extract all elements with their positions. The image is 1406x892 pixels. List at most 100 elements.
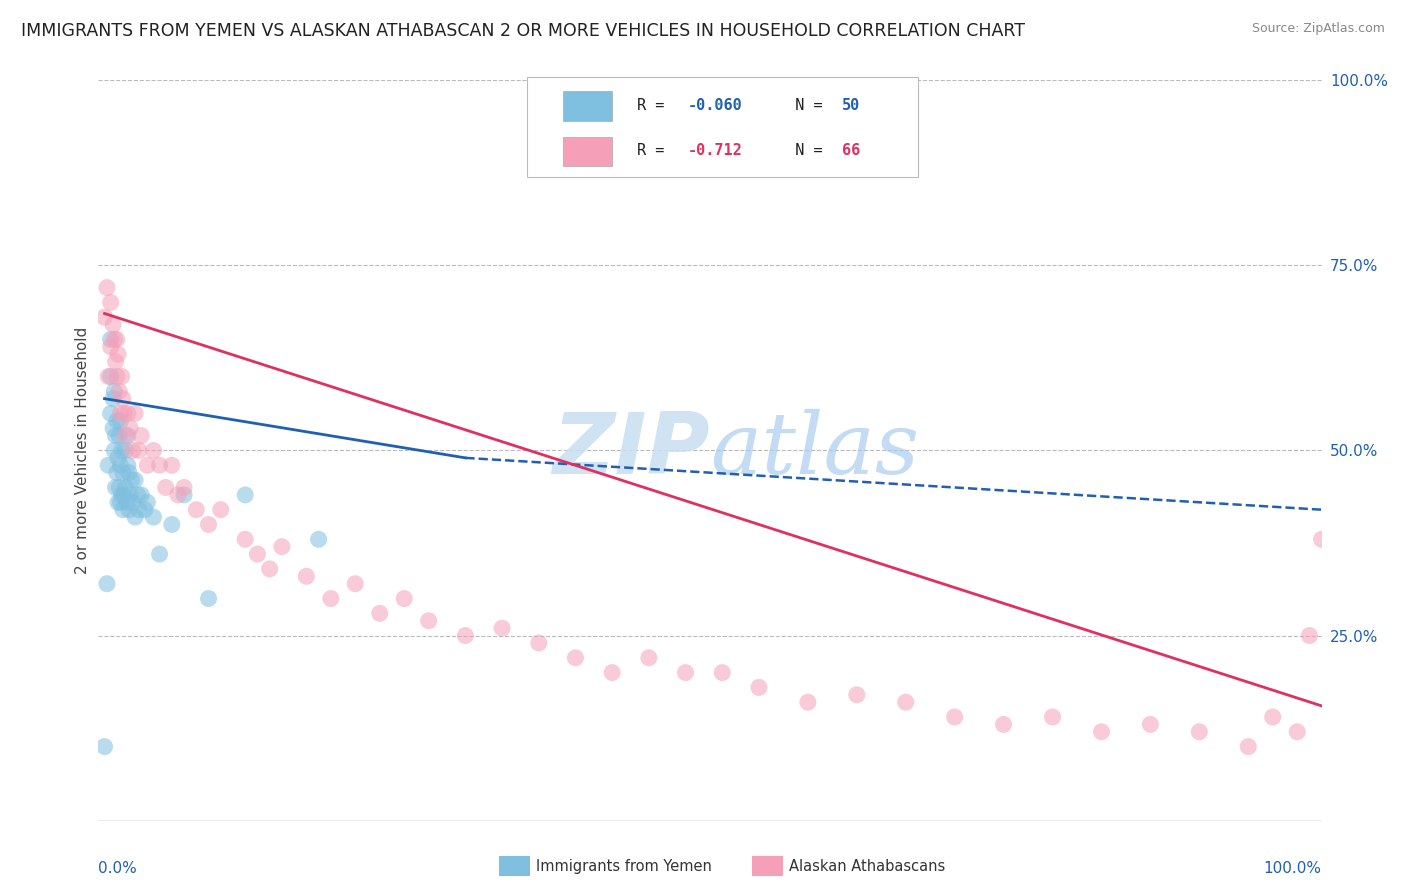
Y-axis label: 2 or more Vehicles in Household: 2 or more Vehicles in Household — [75, 326, 90, 574]
Point — [107, 495, 129, 509]
Point — [120, 488, 142, 502]
Text: 50: 50 — [842, 98, 860, 113]
Text: R =: R = — [637, 98, 673, 113]
Point — [121, 443, 143, 458]
Point — [1090, 724, 1112, 739]
Point — [149, 547, 172, 561]
Point — [142, 510, 165, 524]
Text: -0.060: -0.060 — [688, 98, 742, 113]
Point — [101, 318, 124, 332]
Point — [103, 384, 125, 399]
Point — [111, 369, 134, 384]
Point — [112, 407, 135, 421]
Point — [136, 458, 159, 473]
Point — [111, 502, 134, 516]
Point — [675, 665, 697, 680]
Point — [104, 428, 127, 442]
Point — [108, 384, 131, 399]
Point — [112, 488, 135, 502]
Text: Alaskan Athabascans: Alaskan Athabascans — [789, 859, 945, 873]
Point — [97, 458, 120, 473]
Text: 100.0%: 100.0% — [1264, 862, 1322, 876]
Text: Immigrants from Yemen: Immigrants from Yemen — [536, 859, 711, 873]
Point — [100, 369, 122, 384]
Point — [748, 681, 770, 695]
Text: N =: N = — [778, 98, 832, 113]
Point — [110, 495, 132, 509]
Text: -0.712: -0.712 — [688, 143, 742, 158]
Point — [128, 443, 150, 458]
Text: IMMIGRANTS FROM YEMEN VS ALASKAN ATHABASCAN 2 OR MORE VEHICLES IN HOUSEHOLD CORR: IMMIGRANTS FROM YEMEN VS ALASKAN ATHABAS… — [21, 22, 1025, 40]
Point — [943, 710, 966, 724]
Point — [368, 607, 391, 621]
Point — [564, 650, 586, 665]
Point — [105, 466, 128, 480]
Point — [186, 502, 208, 516]
Point — [97, 369, 120, 384]
Point — [344, 576, 367, 591]
Point — [167, 488, 190, 502]
Point — [93, 310, 115, 325]
Point — [111, 392, 134, 406]
Point — [491, 621, 513, 635]
Point — [418, 614, 440, 628]
Point — [110, 407, 132, 421]
Point — [118, 466, 141, 480]
Point — [103, 443, 125, 458]
Text: R =: R = — [637, 143, 673, 158]
Point — [101, 421, 124, 435]
Point — [105, 332, 128, 346]
Point — [1237, 739, 1260, 754]
Text: Source: ZipAtlas.com: Source: ZipAtlas.com — [1251, 22, 1385, 36]
Point — [319, 591, 342, 606]
Point — [149, 458, 172, 473]
FancyBboxPatch shape — [564, 136, 612, 166]
Point — [120, 421, 142, 435]
Point — [114, 480, 136, 494]
Point — [124, 407, 146, 421]
Point — [114, 428, 136, 442]
Point — [111, 488, 134, 502]
Point — [121, 495, 143, 509]
Point — [1139, 717, 1161, 731]
Point — [233, 488, 256, 502]
Point — [115, 495, 138, 509]
Point — [100, 332, 122, 346]
Point — [105, 414, 128, 428]
Point — [96, 280, 118, 294]
Point — [1261, 710, 1284, 724]
Text: atlas: atlas — [710, 409, 920, 491]
Point — [134, 502, 156, 516]
Point — [637, 650, 661, 665]
Point — [114, 443, 136, 458]
Text: ZIP: ZIP — [553, 409, 710, 492]
Point — [117, 458, 139, 473]
Point — [155, 480, 177, 494]
Point — [120, 473, 142, 487]
Point — [118, 502, 141, 516]
Point — [108, 428, 131, 442]
Point — [108, 480, 131, 494]
Point — [392, 591, 416, 606]
Point — [110, 458, 132, 473]
Point — [1310, 533, 1333, 547]
Point — [527, 636, 550, 650]
Point — [104, 354, 127, 368]
Point — [101, 392, 124, 406]
Point — [173, 488, 195, 502]
Point — [128, 502, 150, 516]
Point — [103, 332, 125, 346]
Point — [160, 458, 183, 473]
Point — [993, 717, 1015, 731]
Point — [117, 428, 139, 442]
Point — [246, 547, 269, 561]
Point — [100, 407, 122, 421]
Point — [105, 369, 128, 384]
FancyBboxPatch shape — [564, 91, 612, 121]
Point — [124, 473, 146, 487]
Point — [160, 517, 183, 532]
Point — [117, 407, 139, 421]
Point — [845, 688, 868, 702]
FancyBboxPatch shape — [526, 77, 918, 177]
Point — [259, 562, 281, 576]
